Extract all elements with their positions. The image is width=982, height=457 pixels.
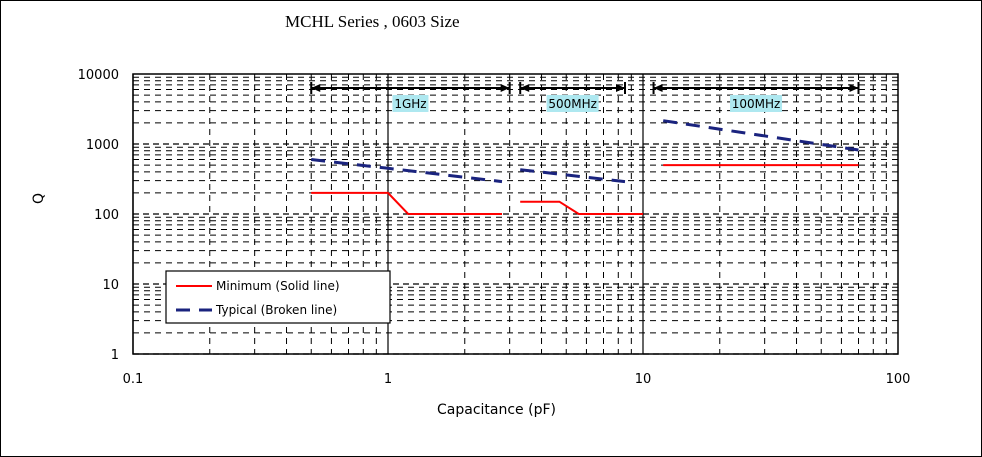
band-arrow-left <box>311 84 321 92</box>
legend-box <box>165 270 391 324</box>
y-tick-label: 1 <box>111 348 119 363</box>
band-label-background <box>546 95 599 112</box>
band-arrow-left <box>653 84 663 92</box>
typical-series-line <box>662 119 859 152</box>
legend-entry-label: Typical (Broken line) <box>215 303 337 317</box>
x-tick-label: 0.1 <box>123 372 144 387</box>
y-tick-label: 1000 <box>86 138 119 153</box>
band-arrow-right <box>849 84 859 92</box>
chart-title: MCHL Series , 0603 Size <box>285 12 460 31</box>
band-label: 500MHz <box>548 97 597 111</box>
minimum-series-line <box>311 191 502 215</box>
typical-series-line <box>520 168 626 184</box>
band-arrow-right <box>616 84 626 92</box>
y-tick-label: 100 <box>94 208 119 223</box>
y-tick-label: 10000 <box>78 68 119 83</box>
band-label: 100MHz <box>732 97 781 111</box>
x-tick-label: 1 <box>384 372 392 387</box>
plot-border <box>132 73 899 355</box>
band-arrow-right <box>500 84 510 92</box>
band-arrow-left <box>520 84 530 92</box>
x-axis-label: Capacitance (pF) <box>437 402 556 418</box>
legend-entry-label: Minimum (Solid line) <box>216 279 340 293</box>
band-label: 1GHz <box>394 97 426 111</box>
band-label-background <box>392 95 429 112</box>
minimum-series-line <box>520 200 643 215</box>
y-tick-label: 10 <box>102 278 119 293</box>
typical-series-line <box>311 158 503 184</box>
x-tick-label: 10 <box>635 372 652 387</box>
x-tick-label: 100 <box>886 372 911 387</box>
band-label-background <box>730 95 783 112</box>
